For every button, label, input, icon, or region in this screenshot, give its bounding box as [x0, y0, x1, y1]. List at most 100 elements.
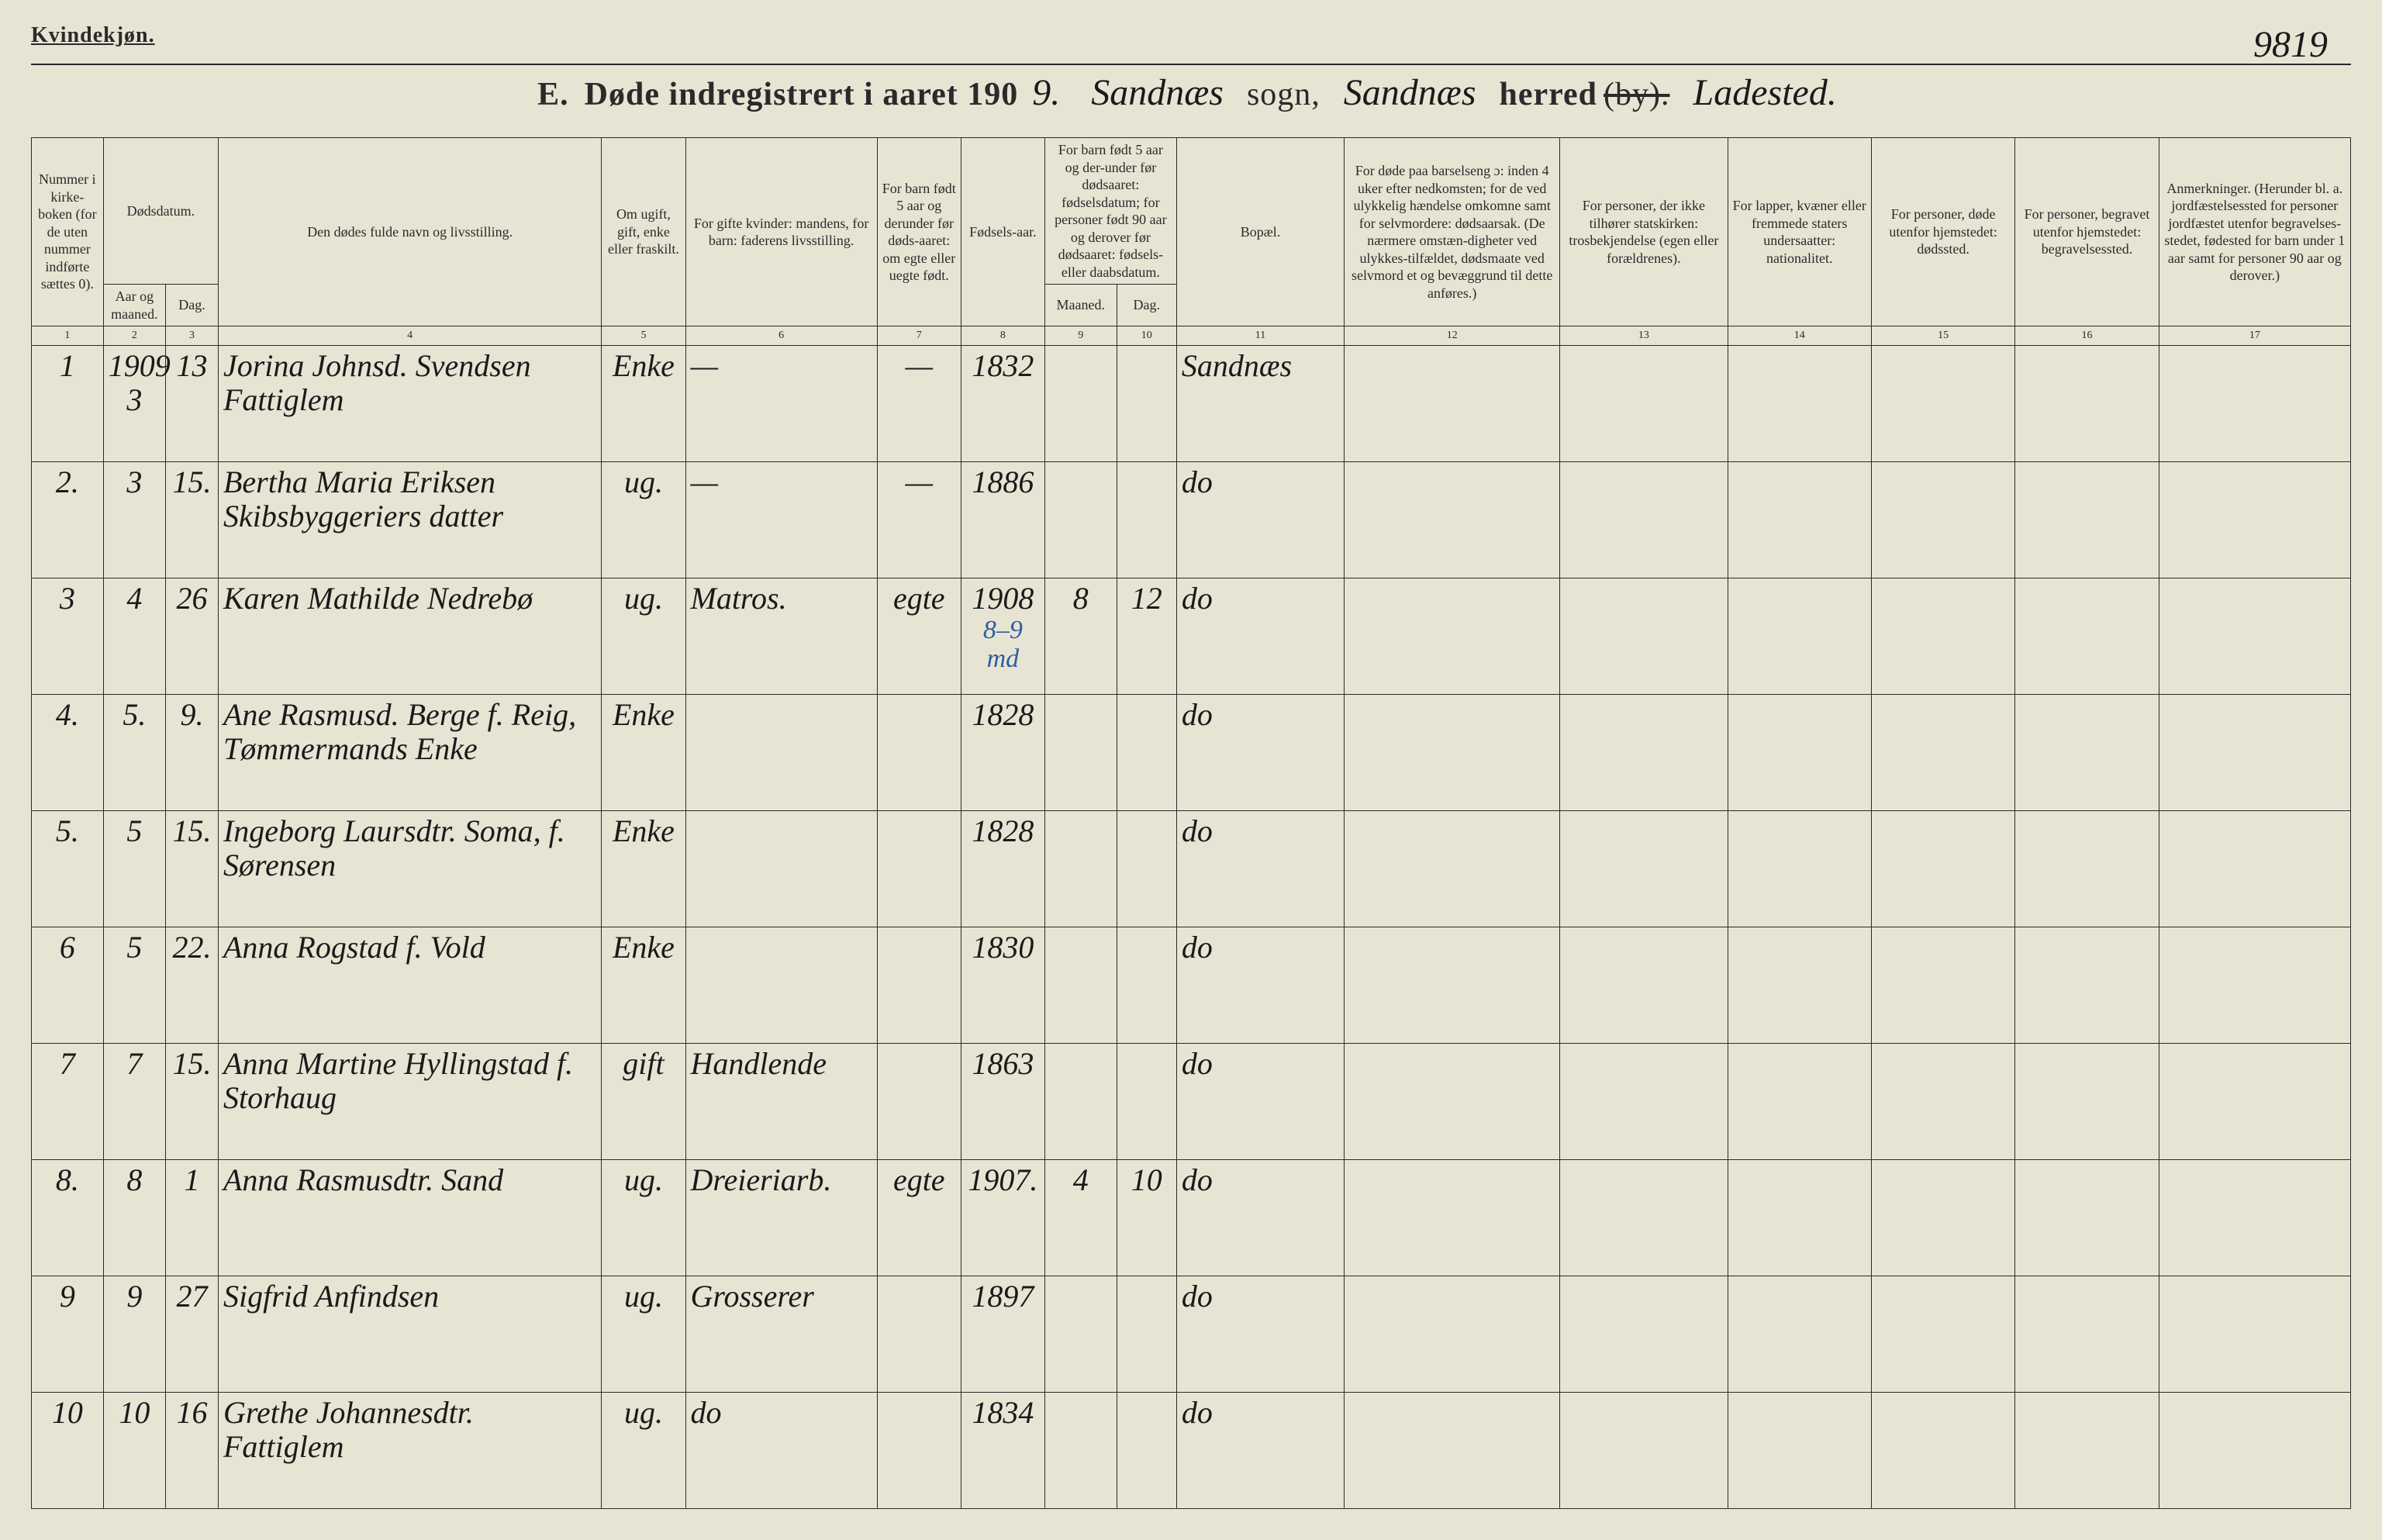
col-15-header: For personer, døde utenfor hjemstedet: d…: [1871, 138, 2014, 326]
cell-c12: [1345, 578, 1560, 695]
cell-day: 22.: [166, 927, 219, 1044]
cell-legitimacy: [877, 695, 961, 811]
trailing-handwritten: Ladested.: [1686, 71, 1845, 114]
cell-legitimacy: —: [877, 462, 961, 578]
cell-number: 5.: [32, 811, 104, 927]
cell-c13: [1560, 346, 1728, 462]
sogn-value: Sandnæs: [1083, 71, 1231, 114]
cell-c12: [1345, 811, 1560, 927]
cell-c17: [2159, 1044, 2350, 1160]
cell-birth-day: [1117, 811, 1176, 927]
cell-legitimacy: [877, 927, 961, 1044]
col-16-header: For personer, begravet utenfor hjemstede…: [2015, 138, 2159, 326]
cell-legitimacy: egte: [877, 1160, 961, 1276]
table-header: Nummer i kirke-boken (for de uten nummer…: [32, 138, 2351, 346]
cell-c14: [1728, 346, 1871, 462]
title-row: E. Døde indregistrert i aaret 190 9. San…: [31, 64, 2351, 114]
cell-place: do: [1176, 1044, 1344, 1160]
cell-year-month: 5: [103, 927, 165, 1044]
cell-c14: [1728, 1393, 1871, 1509]
cell-c17: [2159, 462, 2350, 578]
cell-c12: [1345, 695, 1560, 811]
colnum: 9: [1044, 326, 1117, 346]
cell-birth-day: [1117, 927, 1176, 1044]
cell-place: do: [1176, 811, 1344, 927]
cell-father: —: [685, 346, 877, 462]
cell-name: Anna Rasmusdtr. Sand: [218, 1160, 601, 1276]
cell-c12: [1345, 462, 1560, 578]
col-10-header: Dag.: [1117, 285, 1176, 326]
cell-year-month: 7: [103, 1044, 165, 1160]
cell-c13: [1560, 695, 1728, 811]
table-row: 7715.Anna Martine Hyllingstad f. Storhau…: [32, 1044, 2351, 1160]
cell-legitimacy: [877, 1276, 961, 1393]
cell-place: do: [1176, 1160, 1344, 1276]
colnum: 13: [1560, 326, 1728, 346]
table-row: 9927Sigfrid Anfindsenug.Grosserer1897do: [32, 1276, 2351, 1393]
cell-c16: [2015, 462, 2159, 578]
cell-place: do: [1176, 927, 1344, 1044]
cell-status: ug.: [602, 578, 685, 695]
cell-name: Anna Rogstad f. Vold: [218, 927, 601, 1044]
cell-c14: [1728, 1044, 1871, 1160]
cell-birthyear: 1828: [961, 811, 1044, 927]
cell-year-month: 10: [103, 1393, 165, 1509]
cell-year-month: 9: [103, 1276, 165, 1393]
cell-c14: [1728, 695, 1871, 811]
cell-day: 13: [166, 346, 219, 462]
cell-place: do: [1176, 462, 1344, 578]
cell-day: 26: [166, 578, 219, 695]
cell-c16: [2015, 1393, 2159, 1509]
cell-father: Grosserer: [685, 1276, 877, 1393]
cell-c15: [1871, 695, 2014, 811]
cell-c13: [1560, 578, 1728, 695]
cell-c12: [1345, 1044, 1560, 1160]
cell-c15: [1871, 1160, 2014, 1276]
cell-place: do: [1176, 578, 1344, 695]
colnum: 10: [1117, 326, 1176, 346]
cell-c14: [1728, 811, 1871, 927]
cell-day: 16: [166, 1393, 219, 1509]
col-2-header: Aar og maaned.: [103, 285, 165, 326]
table-body: 11909 313Jorina Johnsd. Svendsen Fattigl…: [32, 346, 2351, 1509]
cell-c17: [2159, 1276, 2350, 1393]
cell-father: —: [685, 462, 877, 578]
cell-c16: [2015, 927, 2159, 1044]
title-prefix: E.: [537, 76, 569, 113]
cell-c16: [2015, 1276, 2159, 1393]
cell-birth-month: [1044, 462, 1117, 578]
cell-c13: [1560, 1044, 1728, 1160]
cell-birth-month: [1044, 811, 1117, 927]
cell-c12: [1345, 1276, 1560, 1393]
cell-birth-day: [1117, 1393, 1176, 1509]
cell-place: do: [1176, 1393, 1344, 1509]
cell-status: ug.: [602, 1276, 685, 1393]
cell-status: ug.: [602, 1393, 685, 1509]
cell-name: Anna Martine Hyllingstad f. Storhaug: [218, 1044, 601, 1160]
cell-c13: [1560, 811, 1728, 927]
herred-label: herred: [1500, 76, 1598, 113]
cell-c17: [2159, 811, 2350, 927]
cell-c13: [1560, 1393, 1728, 1509]
cell-year-month: 5: [103, 811, 165, 927]
cell-day: 15.: [166, 1044, 219, 1160]
cell-birth-month: [1044, 1044, 1117, 1160]
cell-year-month: 4: [103, 578, 165, 695]
sogn-label: sogn,: [1247, 76, 1320, 113]
cell-number: 8.: [32, 1160, 104, 1276]
cell-name: Ingeborg Laursdtr. Soma, f. Sørensen: [218, 811, 601, 927]
table-row: 2.315.Bertha Maria Eriksen Skibsbyggerie…: [32, 462, 2351, 578]
cell-c12: [1345, 346, 1560, 462]
cell-c13: [1560, 927, 1728, 1044]
cell-father: do: [685, 1393, 877, 1509]
cell-c15: [1871, 1276, 2014, 1393]
cell-birthyear: 1886: [961, 462, 1044, 578]
cell-status: ug.: [602, 1160, 685, 1276]
cell-c16: [2015, 1044, 2159, 1160]
colnum: 11: [1176, 326, 1344, 346]
col-9-header: Maaned.: [1044, 285, 1117, 326]
col-13-header: For personer, der ikke tilhører statskir…: [1560, 138, 1728, 326]
cell-number: 3: [32, 578, 104, 695]
cell-number: 2.: [32, 462, 104, 578]
cell-c17: [2159, 346, 2350, 462]
